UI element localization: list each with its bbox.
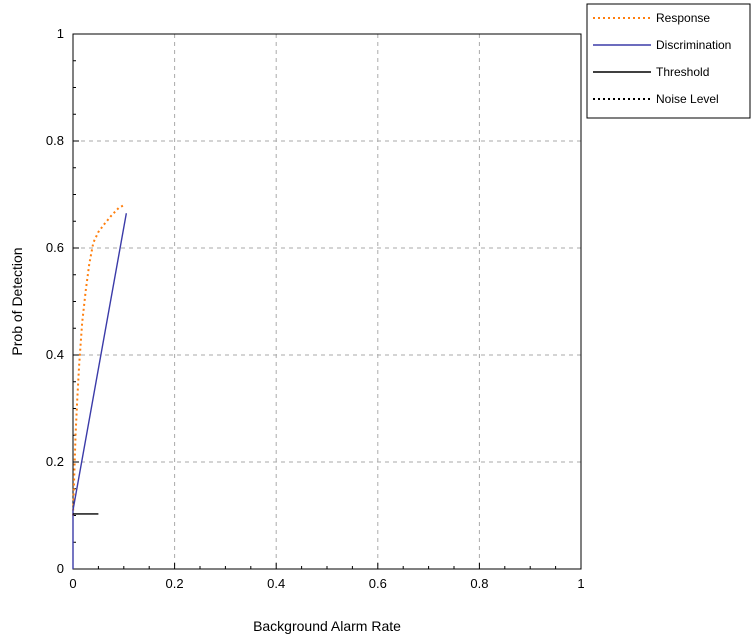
grid-lines	[73, 34, 581, 569]
y-tick-label: 1	[57, 26, 64, 41]
legend-label: Discrimination	[656, 38, 731, 52]
x-tick-label: 0.4	[267, 576, 285, 591]
series-line-discrimination	[72, 213, 128, 569]
y-tick-label: 0.4	[46, 347, 64, 362]
y-tick-label: 0.6	[46, 240, 64, 255]
axis-ticks	[72, 33, 582, 570]
y-tick-label: 0	[57, 561, 64, 576]
axis-tick-labels: 0 0.2 0.4 0.6 0.8 1 0 0.2 0.4 0.6 0.8 1	[46, 26, 585, 591]
x-tick-label: 0	[69, 576, 76, 591]
y-axis-title: Prob of Detection	[9, 247, 25, 355]
y-tick-label: 0.2	[46, 454, 64, 469]
x-tick-label: 1	[577, 576, 584, 591]
x-tick-label: 0.6	[369, 576, 387, 591]
series-lines	[72, 204, 128, 569]
legend-label: Noise Level	[656, 92, 719, 106]
legend-label: Threshold	[656, 65, 709, 79]
legend: Response Discrimination Threshold Noise Lev…	[586, 3, 751, 119]
x-tick-label: 0.2	[166, 576, 184, 591]
legend-label: Response	[656, 11, 710, 25]
x-axis-title: Background Alarm Rate	[253, 618, 401, 634]
plot-area-frame	[72, 33, 582, 570]
x-tick-label: 0.8	[470, 576, 488, 591]
y-tick-label: 0.8	[46, 133, 64, 148]
series-line-response	[72, 204, 125, 516]
